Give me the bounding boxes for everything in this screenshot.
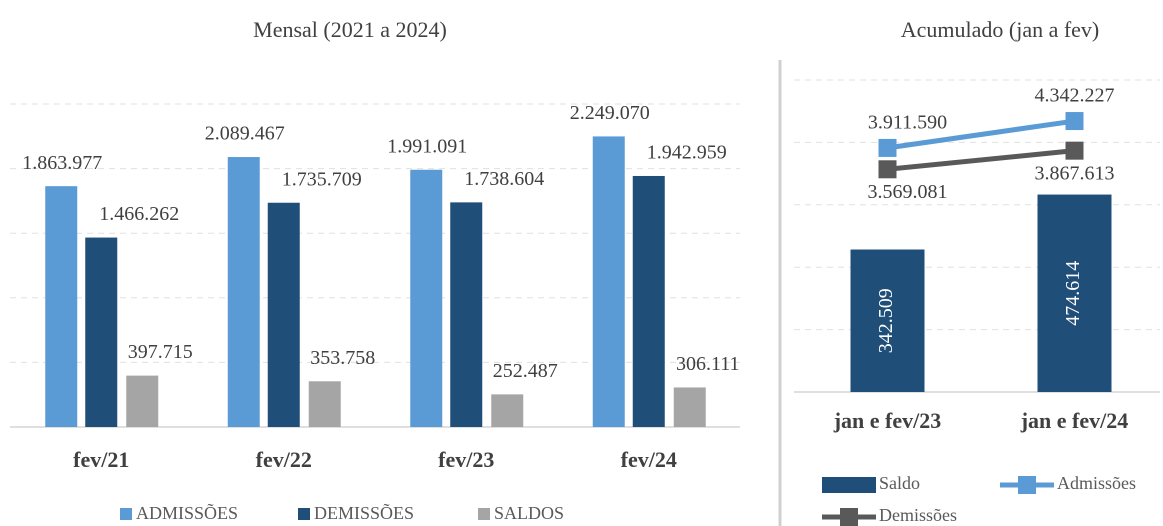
value-label: 2.249.070 bbox=[570, 102, 650, 124]
legend-marker bbox=[1018, 476, 1036, 494]
value-label: 1.466.262 bbox=[99, 203, 179, 225]
value-label: 1.991.091 bbox=[387, 135, 467, 157]
marker bbox=[1065, 141, 1084, 160]
value-label: 1.942.959 bbox=[647, 142, 727, 164]
value-label: 1.863.977 bbox=[22, 152, 102, 174]
bar bbox=[227, 157, 260, 427]
value-label: 1.735.709 bbox=[282, 168, 362, 190]
value-label: 3.867.613 bbox=[1035, 162, 1115, 184]
value-label: 353.758 bbox=[310, 347, 375, 369]
bar bbox=[1037, 194, 1112, 392]
value-label: 3.911.590 bbox=[868, 112, 947, 134]
x-tick-label: jan e fev/23 bbox=[833, 408, 942, 433]
x-tick-label: fev/22 bbox=[256, 447, 312, 472]
legend-marker bbox=[840, 508, 858, 526]
bar bbox=[85, 237, 118, 427]
value-label: 3.569.081 bbox=[868, 181, 948, 203]
x-tick-label: fev/21 bbox=[73, 447, 129, 472]
value-label: 474.614 bbox=[1062, 261, 1084, 326]
legend-label: Admissões bbox=[1057, 473, 1136, 493]
legend-swatch bbox=[822, 477, 876, 493]
legend-label: Saldo bbox=[879, 473, 920, 493]
bar bbox=[308, 381, 341, 427]
legend-swatch bbox=[478, 508, 490, 520]
bar bbox=[267, 202, 300, 427]
x-tick-label: jan e fev/24 bbox=[1020, 408, 1129, 433]
marker bbox=[878, 138, 897, 157]
bar bbox=[450, 202, 483, 427]
value-label: 252.487 bbox=[493, 360, 558, 382]
bar bbox=[632, 175, 665, 427]
chart-subtitle: Mensal (2021 a 2024) bbox=[253, 17, 447, 42]
value-label: 342.509 bbox=[875, 288, 897, 353]
x-tick-label: fev/24 bbox=[621, 447, 677, 472]
bar bbox=[592, 136, 625, 427]
legend-swatch bbox=[120, 508, 132, 520]
legend-label: ADMISSÕES bbox=[136, 502, 238, 523]
x-tick-label: fev/23 bbox=[438, 447, 494, 472]
legend-label: DEMISSÕES bbox=[314, 502, 414, 523]
marker bbox=[1065, 112, 1084, 131]
bar bbox=[126, 375, 159, 427]
chart-subtitle: Acumulado (jan a fev) bbox=[901, 17, 1100, 42]
marker bbox=[878, 160, 897, 179]
value-label: 397.715 bbox=[128, 341, 193, 363]
bar bbox=[673, 387, 706, 427]
legend-label: SALDOS bbox=[494, 503, 564, 523]
line bbox=[887, 118, 1075, 151]
value-label: 306.111 bbox=[676, 353, 740, 375]
legend-label: Demissões bbox=[879, 505, 957, 525]
value-label: 4.342.227 bbox=[1035, 85, 1115, 107]
value-label: 1.738.604 bbox=[464, 168, 544, 190]
bar bbox=[410, 169, 443, 427]
bar bbox=[491, 394, 524, 427]
bar bbox=[850, 249, 925, 392]
value-label: 2.089.467 bbox=[205, 123, 285, 145]
bar bbox=[45, 186, 78, 427]
line bbox=[887, 148, 1075, 172]
legend-swatch bbox=[298, 508, 310, 520]
